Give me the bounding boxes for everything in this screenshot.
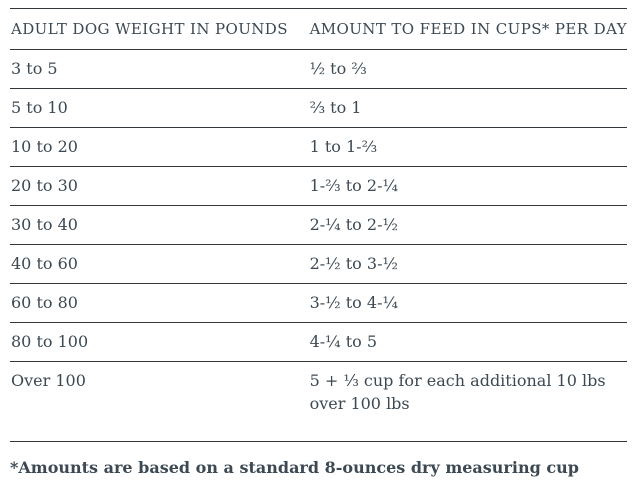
amount-cell: 4-¼ to 5 [308,322,627,362]
table-row: 60 to 80 3-½ to 4-¼ [10,283,627,323]
amount-cell: 2-½ to 3-½ [308,244,627,284]
table-row: 3 to 5 ½ to ⅔ [10,49,627,89]
table-row: 40 to 60 2-½ to 3-½ [10,244,627,284]
amount-cell: ½ to ⅔ [308,49,627,89]
feeding-table: ADULT DOG WEIGHT IN POUNDS AMOUNT TO FEE… [10,8,627,442]
header-row: ADULT DOG WEIGHT IN POUNDS AMOUNT TO FEE… [10,8,627,50]
amount-cell: 1-⅔ to 2-¼ [308,166,627,206]
weight-cell: 40 to 60 [10,244,309,284]
table-row: 80 to 100 4-¼ to 5 [10,322,627,362]
footnote: *Amounts are based on a standard 8-ounce… [10,458,579,477]
amount-cell: 3-½ to 4-¼ [308,283,627,323]
table-row: Over 100 5 + ⅓ cup for each additional 1… [10,361,627,442]
table-body: 3 to 5 ½ to ⅔ 5 to 10 ⅔ to 1 10 to 20 1 … [10,49,627,442]
table-row: 5 to 10 ⅔ to 1 [10,88,627,128]
header-weight-column: ADULT DOG WEIGHT IN POUNDS [10,8,309,50]
amount-cell: 5 + ⅓ cup for each additional 10 lbs ove… [308,361,627,442]
table-head: ADULT DOG WEIGHT IN POUNDS AMOUNT TO FEE… [10,8,627,50]
weight-cell: 3 to 5 [10,49,309,89]
weight-cell: 30 to 40 [10,205,309,245]
weight-cell: 80 to 100 [10,322,309,362]
table-row: 30 to 40 2-¼ to 2-½ [10,205,627,245]
weight-cell: 20 to 30 [10,166,309,206]
amount-cell: ⅔ to 1 [308,88,627,128]
amount-cell: 1 to 1-⅔ [308,127,627,167]
table-row: 20 to 30 1-⅔ to 2-¼ [10,166,627,206]
weight-cell: 60 to 80 [10,283,309,323]
amount-cell: 2-¼ to 2-½ [308,205,627,245]
header-amount-column: AMOUNT TO FEED IN CUPS* PER DAY [308,8,627,50]
weight-cell: 5 to 10 [10,88,309,128]
table-row: 10 to 20 1 to 1-⅔ [10,127,627,167]
weight-cell: 10 to 20 [10,127,309,167]
weight-cell: Over 100 [10,361,309,442]
